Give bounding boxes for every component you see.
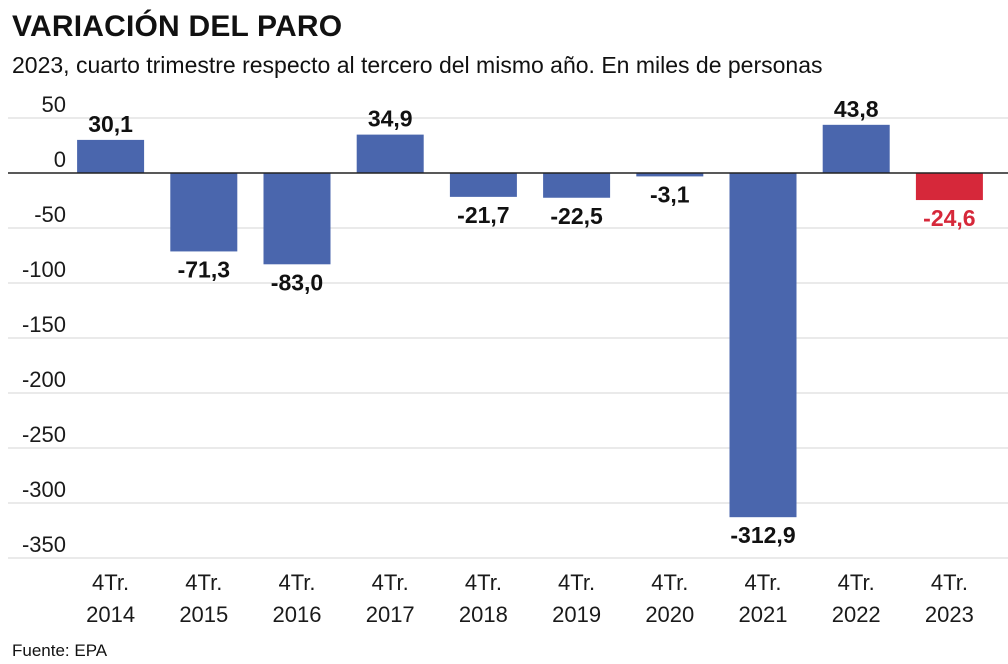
x-category-label: 2017 — [366, 602, 415, 627]
y-tick-label: -200 — [22, 367, 66, 392]
data-label: -24,6 — [923, 205, 975, 231]
x-category-label: 4Tr. — [558, 570, 595, 595]
x-category-label: 2021 — [739, 602, 788, 627]
data-label: -22,5 — [550, 203, 603, 229]
bar — [543, 173, 611, 198]
y-tick-label: -350 — [22, 532, 66, 557]
y-tick-label: 0 — [54, 147, 66, 172]
bar — [729, 173, 797, 518]
bar — [636, 173, 704, 177]
y-tick-label: -50 — [34, 202, 66, 227]
x-category-label: 2022 — [832, 602, 881, 627]
x-category-label: 4Tr. — [92, 570, 129, 595]
bar — [449, 173, 517, 197]
y-axis-ticks: 50 0 -50 -100 -150 -200 -250 -300 -350 — [22, 92, 66, 557]
x-category-label: 4Tr. — [465, 570, 502, 595]
x-axis-categories: 4Tr. 2014 4Tr. 2015 4Tr. 2016 4Tr. 2017 4Tr. 2018… — [86, 570, 974, 627]
x-category-label: 2020 — [645, 602, 694, 627]
x-category-label: 2016 — [273, 602, 322, 627]
chart-subtitle: 2023, cuarto trimestre respecto al terce… — [12, 52, 823, 78]
bar — [170, 173, 238, 252]
data-label: -3,1 — [650, 181, 690, 207]
data-label: 30,1 — [88, 111, 133, 137]
grid-lines — [8, 117, 1008, 559]
x-category-label: 2015 — [179, 602, 228, 627]
x-category-label: 4Tr. — [931, 570, 968, 595]
x-category-label: 4Tr. — [651, 570, 688, 595]
source-note: Fuente: EPA — [12, 641, 108, 660]
bar — [915, 173, 983, 201]
data-label: -71,3 — [178, 256, 230, 282]
bar — [356, 134, 424, 173]
x-category-label: 4Tr. — [838, 570, 875, 595]
bar — [263, 173, 331, 265]
bar — [822, 124, 890, 173]
y-tick-label: 50 — [42, 92, 66, 117]
bar — [77, 139, 145, 173]
x-category-label: 4Tr. — [185, 570, 222, 595]
data-label: -21,7 — [457, 202, 509, 228]
chart-title: VARIACIÓN DEL PARO — [12, 10, 343, 43]
data-label: -312,9 — [730, 522, 795, 548]
x-category-label: 2019 — [552, 602, 601, 627]
y-tick-label: -300 — [22, 477, 66, 502]
x-category-label: 2023 — [925, 602, 974, 627]
x-category-label: 2014 — [86, 602, 135, 627]
y-tick-label: -250 — [22, 422, 66, 447]
data-label: 43,8 — [834, 96, 879, 122]
y-tick-label: -100 — [22, 257, 66, 282]
data-labels: 30,1 -71,3 -83,0 34,9 -21,7 -22,5 -3,1 -312,9 43… — [88, 96, 975, 548]
bars — [77, 124, 983, 518]
x-category-label: 2018 — [459, 602, 508, 627]
data-label: 34,9 — [368, 106, 413, 132]
data-label: -83,0 — [271, 269, 323, 295]
y-tick-label: -150 — [22, 312, 66, 337]
x-category-label: 4Tr. — [744, 570, 781, 595]
x-category-label: 4Tr. — [278, 570, 315, 595]
x-category-label: 4Tr. — [372, 570, 409, 595]
